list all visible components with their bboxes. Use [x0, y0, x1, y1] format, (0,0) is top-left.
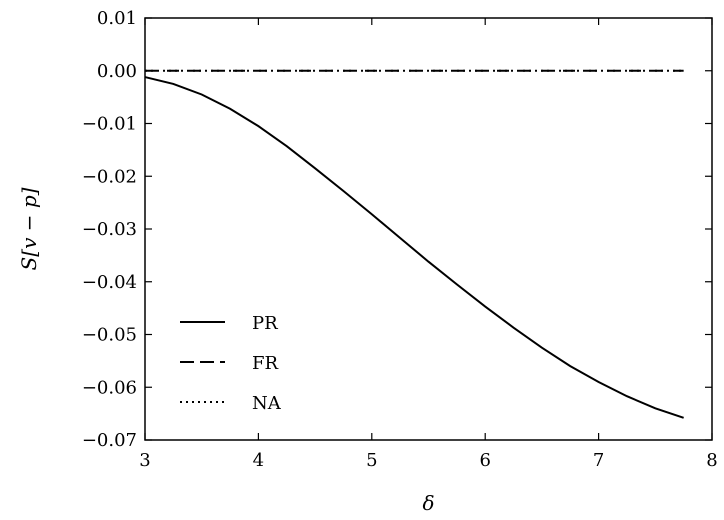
y-tick-label: −0.04: [82, 272, 137, 293]
x-tick-label: 5: [366, 450, 377, 471]
legend-label-na: NA: [252, 393, 282, 414]
y-tick-label: −0.02: [82, 166, 137, 187]
y-tick-label: 0.00: [97, 61, 137, 82]
legend-label-pr: PR: [252, 313, 278, 334]
x-tick-label: 6: [479, 450, 490, 471]
y-tick-label: −0.05: [82, 325, 137, 346]
y-tick-label: 0.01: [97, 8, 137, 29]
y-axis-label: S[v − p]: [17, 187, 41, 270]
y-tick-label: −0.06: [82, 377, 137, 398]
legend: PR FR NA: [180, 313, 282, 414]
x-tick-label: 8: [706, 450, 717, 471]
x-tick-label: 4: [253, 450, 264, 471]
x-tick-label: 3: [139, 450, 150, 471]
plot-frame: [144, 17, 713, 441]
y-tick-label: −0.03: [82, 219, 137, 240]
series-line-pr: [144, 76, 684, 419]
legend-label-fr: FR: [252, 353, 278, 374]
x-tick-label: 7: [593, 450, 604, 471]
plot-layer: [144, 69, 684, 419]
y-tick-label: −0.07: [82, 430, 137, 451]
y-tick-label: −0.01: [82, 114, 137, 135]
axes-layer: 3 4 5 6 7 8 0.01 0.00 −0.01 −0.02 −0.03 −0.04 −0.05 −…: [17, 8, 718, 515]
x-axis-label: δ: [422, 491, 434, 515]
